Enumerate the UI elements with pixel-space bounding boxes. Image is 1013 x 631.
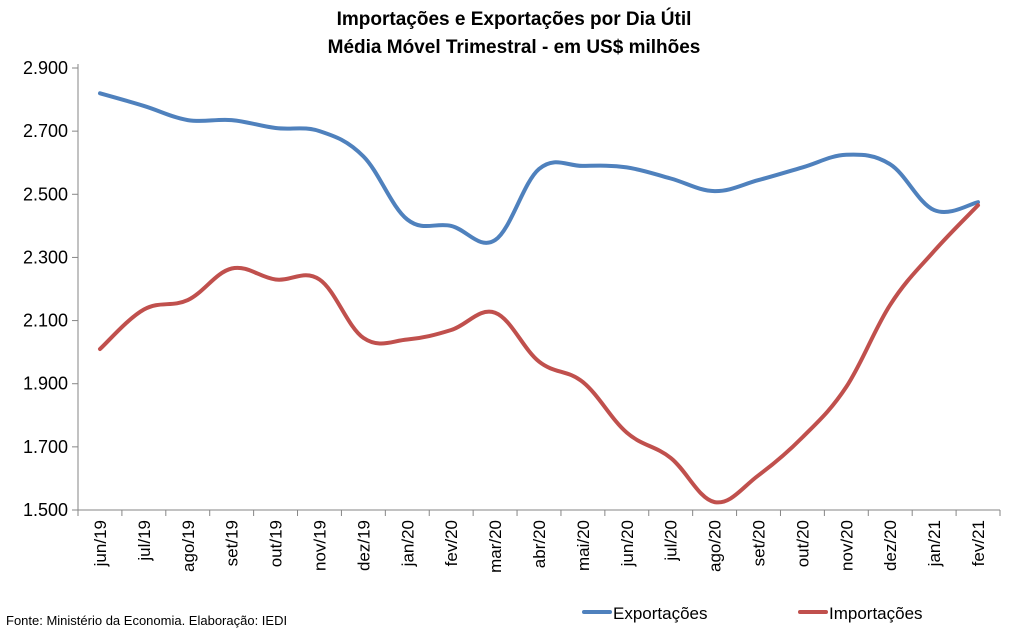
y-tick-label: 1.900 [23,374,68,394]
series-lines [98,91,980,505]
x-tick-label: mai/20 [574,520,593,571]
chart-subtitle: Média Móvel Trimestral - em US$ milhões [328,37,701,58]
x-tick-label: dez/19 [354,520,373,571]
y-tick-label: 2.300 [23,247,68,267]
x-tick-label: set/19 [223,520,242,566]
x-tick-label: set/20 [750,520,769,566]
x-tick-label: ago/20 [706,520,725,572]
source-note: Fonte: Ministério da Economia. Elaboraçã… [6,613,287,628]
x-tick-label: out/19 [267,520,286,567]
x-tick-label: jul/19 [135,520,154,562]
x-tick-label: nov/19 [310,520,329,571]
x-tick-label: abr/20 [530,520,549,568]
x-tick-label: ago/19 [179,520,198,572]
x-tick-label: jan/20 [398,520,417,567]
x-tick-label: dez/20 [881,520,900,571]
legend-label-importacoes: Importações [829,604,923,623]
y-tick-label: 1.700 [23,437,68,457]
x-tick-label: jul/20 [662,520,681,562]
legend: Exportações Importações [582,604,923,623]
y-tick-label: 2.700 [23,121,68,141]
x-tick-label: jun/19 [91,520,110,567]
x-axis-ticks: jun/19 jul/19 ago/19 set/19 out/19 nov/19 dez/… [77,510,1001,573]
y-tick-label: 2.100 [23,311,68,331]
chart-title: Importações e Exportações por Dia Útil [337,8,692,30]
y-tick-label: 2.500 [23,184,68,204]
x-tick-label: nov/20 [837,520,856,571]
y-tick-label: 2.900 [23,58,68,78]
y-tick-label: 1.500 [23,500,68,520]
series-line-exportacoes [98,91,980,245]
y-axis-ticks: 1.500 1.700 1.900 2.100 2.300 2.500 2.700 2.900 [23,58,78,520]
series-line-importacoes [98,203,980,505]
legend-label-exportacoes: Exportações [613,604,708,623]
x-tick-label: jan/21 [925,520,944,567]
x-tick-label: fev/20 [442,520,461,566]
x-tick-label: out/20 [793,520,812,567]
x-tick-label: mar/20 [486,520,505,573]
x-tick-label: jun/20 [618,520,637,567]
x-tick-label: fev/21 [969,520,988,566]
